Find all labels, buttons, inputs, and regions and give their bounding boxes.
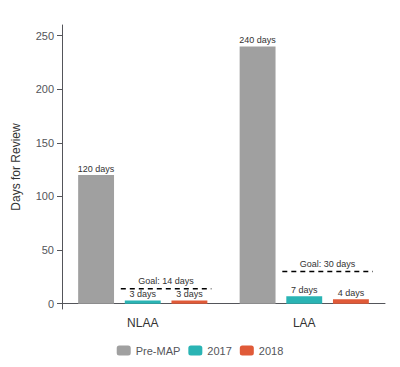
svg-text:7 days: 7 days: [291, 285, 318, 295]
svg-text:Days for Review: Days for Review: [9, 123, 23, 211]
svg-text:4 days: 4 days: [338, 288, 365, 298]
svg-text:200: 200: [36, 83, 54, 95]
svg-text:50: 50: [42, 244, 54, 256]
svg-text:150: 150: [36, 137, 54, 149]
svg-text:Goal: 14 days: Goal: 14 days: [138, 276, 194, 286]
svg-text:3 days: 3 days: [129, 289, 156, 299]
svg-text:3 days: 3 days: [176, 289, 203, 299]
svg-text:Pre-MAP: Pre-MAP: [136, 345, 181, 357]
svg-text:250: 250: [36, 30, 54, 42]
svg-text:2018: 2018: [259, 345, 283, 357]
svg-text:Goal: 30 days: Goal: 30 days: [300, 259, 356, 269]
svg-text:LAA: LAA: [293, 316, 316, 330]
svg-text:100: 100: [36, 190, 54, 202]
svg-text:240 days: 240 days: [239, 35, 276, 45]
svg-text:NLAA: NLAA: [127, 316, 158, 330]
svg-text:2017: 2017: [207, 345, 231, 357]
svg-text:0: 0: [48, 298, 54, 310]
svg-text:120 days: 120 days: [78, 164, 115, 174]
